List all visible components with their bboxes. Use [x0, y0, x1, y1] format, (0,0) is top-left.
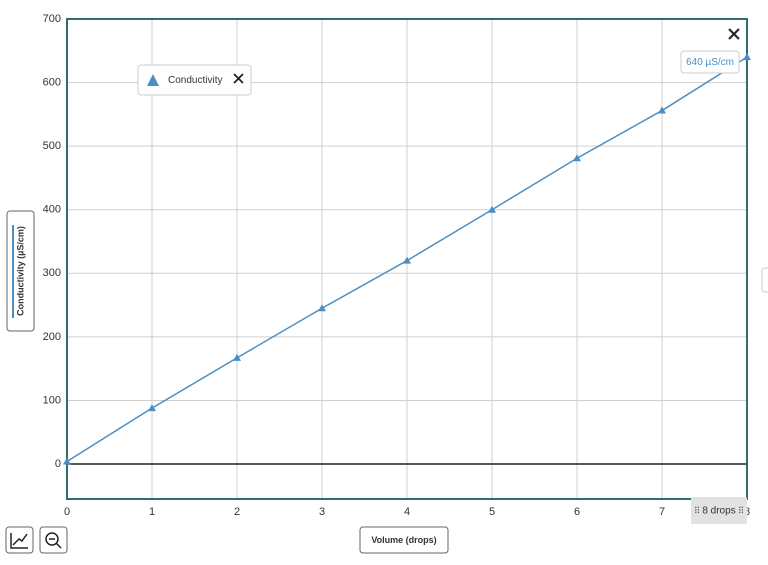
x-tick-label: 2 — [234, 506, 240, 518]
x-axis-label: Volume (drops) — [371, 535, 436, 545]
zoom-icon — [45, 532, 59, 546]
side-tab[interactable] — [761, 267, 768, 293]
cursor-label: 8 drops — [702, 506, 735, 517]
annotation-box — [680, 50, 740, 74]
x-tick-label: 3 — [319, 506, 325, 518]
legend-symbol — [147, 74, 159, 86]
plot-border — [66, 18, 748, 500]
x-tick-label: 7 — [659, 506, 665, 518]
data-point — [488, 205, 496, 213]
y-tick-label: 600 — [43, 76, 61, 88]
x-tick-label: 4 — [404, 506, 410, 518]
x-tick-label: 5 — [489, 506, 495, 518]
x-label-box[interactable] — [359, 526, 449, 554]
cursor-box[interactable] — [691, 497, 747, 524]
data-point — [658, 106, 666, 114]
zoom-icon — [49, 538, 62, 549]
y-tick-label: 0 — [55, 458, 61, 470]
data-point — [63, 457, 71, 465]
data-point — [403, 256, 411, 264]
data-point — [573, 154, 581, 162]
data-point — [318, 304, 326, 312]
grip: ⠿ — [694, 505, 701, 515]
legend: Conductivity — [137, 64, 252, 96]
data-point — [233, 353, 241, 361]
legend-label: Conductivity — [168, 75, 222, 86]
fit-icon — [10, 533, 28, 549]
y-tick-label: 700 — [43, 13, 61, 25]
y-tick-label: 300 — [43, 267, 61, 279]
annotation: 640 µS/cm — [686, 57, 734, 68]
y-tick-label: 500 — [43, 140, 61, 152]
x-tick-label: 6 — [574, 506, 580, 518]
y-tick-label: 400 — [43, 204, 61, 216]
y-tick-label: 200 — [43, 331, 61, 343]
close-button[interactable] — [728, 28, 740, 40]
y-axis-label: Conductivity (µS/cm) — [15, 226, 25, 316]
y-tick-label: 100 — [43, 394, 61, 406]
legend-box — [137, 64, 252, 96]
x-tick-label: 1 — [149, 506, 155, 518]
x-tick-label: 0 — [64, 506, 70, 518]
grip: ⠿ — [738, 505, 745, 515]
data-point — [148, 404, 156, 412]
legend-remove[interactable] — [233, 73, 244, 84]
data-point — [743, 53, 751, 61]
zoom-button[interactable] — [39, 526, 68, 554]
